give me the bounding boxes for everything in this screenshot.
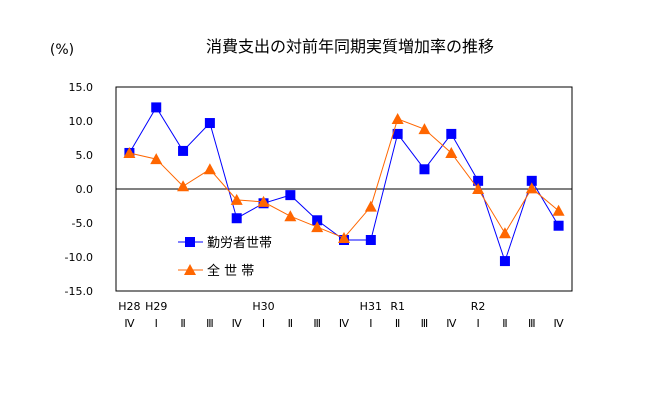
y-axis-unit: (%) xyxy=(50,42,74,58)
y-tick-label: 10.0 xyxy=(69,115,94,128)
series-1 xyxy=(123,112,565,243)
data-point xyxy=(285,190,296,201)
data-point xyxy=(365,235,376,245)
data-point xyxy=(499,256,510,267)
data-point xyxy=(445,146,458,158)
x-quarter-label: Ⅰ xyxy=(369,317,372,330)
data-point xyxy=(284,210,297,222)
legend-marker xyxy=(185,237,195,247)
x-quarter-label: Ⅳ xyxy=(232,317,243,330)
x-quarter-label: Ⅱ xyxy=(180,317,185,330)
data-point xyxy=(311,221,324,233)
x-year-label: R2 xyxy=(471,300,486,313)
x-quarter-label: Ⅳ xyxy=(124,317,135,330)
data-point xyxy=(151,102,162,113)
y-tick-label: -5.0 xyxy=(72,217,93,230)
x-year-label: H30 xyxy=(252,300,274,313)
y-tick-label: 5.0 xyxy=(76,149,94,162)
x-quarter-label: Ⅱ xyxy=(395,317,400,330)
data-point xyxy=(526,175,537,186)
data-point xyxy=(338,231,350,243)
data-point xyxy=(203,163,216,175)
data-point xyxy=(257,195,270,207)
x-quarter-label: Ⅳ xyxy=(554,317,565,330)
legend-marker xyxy=(184,264,196,275)
data-point xyxy=(312,215,323,226)
chart-title: 消費支出の対前年同期実質増加率の推移 xyxy=(206,37,494,56)
data-point xyxy=(446,128,457,139)
x-year-label: H29 xyxy=(145,300,167,313)
data-point xyxy=(204,118,215,129)
legend-label: 勤労者世帯 xyxy=(207,236,272,251)
x-quarter-label: Ⅲ xyxy=(206,317,214,330)
data-point xyxy=(392,128,403,139)
x-quarter-label: Ⅳ xyxy=(339,317,350,330)
data-point xyxy=(177,180,190,192)
data-point xyxy=(178,145,189,156)
x-quarter-label: Ⅰ xyxy=(155,317,158,330)
data-point xyxy=(553,220,564,231)
data-point xyxy=(419,164,430,175)
x-quarter-label: Ⅲ xyxy=(313,317,321,330)
data-point xyxy=(230,193,243,205)
x-quarter-label: Ⅰ xyxy=(262,317,265,330)
y-tick-label: 0.0 xyxy=(76,183,94,196)
x-quarter-label: Ⅱ xyxy=(502,317,507,330)
data-point xyxy=(552,204,565,216)
data-point xyxy=(123,146,136,158)
data-point xyxy=(418,123,431,135)
y-tick-label: -10.0 xyxy=(65,251,93,264)
x-quarter-label: Ⅰ xyxy=(476,317,479,330)
data-point xyxy=(525,182,538,194)
x-year-label: H31 xyxy=(360,300,382,313)
x-quarter-label: Ⅱ xyxy=(288,317,293,330)
x-year-label: R1 xyxy=(390,300,405,313)
series-line xyxy=(129,118,559,239)
y-tick-label: 15.0 xyxy=(69,81,94,94)
x-year-label: H28 xyxy=(118,300,140,313)
data-point xyxy=(473,175,484,186)
data-point xyxy=(391,112,404,124)
data-point xyxy=(231,213,242,224)
data-point xyxy=(364,200,377,212)
data-point xyxy=(472,183,485,194)
x-quarter-label: Ⅳ xyxy=(446,317,457,330)
legend-label: 全 世 帯 xyxy=(207,263,254,279)
data-point xyxy=(150,153,163,165)
y-tick-label: -15.0 xyxy=(65,285,93,298)
x-quarter-label: Ⅲ xyxy=(421,317,429,330)
data-point xyxy=(498,227,511,239)
x-quarter-label: Ⅲ xyxy=(528,317,536,330)
